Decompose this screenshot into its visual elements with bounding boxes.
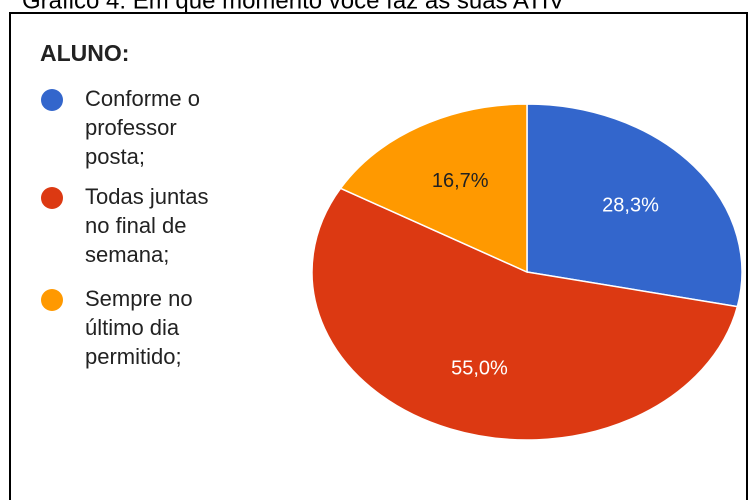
legend-label: Conforme o professor posta; [85, 86, 206, 169]
pie-slice [339, 103, 528, 274]
data-label: 28,3% [602, 195, 659, 217]
legend-swatch [41, 89, 63, 111]
pie-slice [526, 103, 743, 308]
legend-label: Sempre no último dia permitido; [85, 286, 199, 369]
data-label: 16,7% [432, 170, 489, 192]
legend-swatch [41, 289, 63, 311]
data-label: 55,0% [451, 358, 508, 380]
legend-title: ALUNO: [40, 40, 129, 66]
legend-swatch [41, 187, 63, 209]
legend-label: Todas juntas no final de semana; [85, 184, 215, 267]
pie-slice [311, 187, 739, 441]
page-title: Gráfico 4: Em que momento você faz as su… [22, 0, 564, 14]
